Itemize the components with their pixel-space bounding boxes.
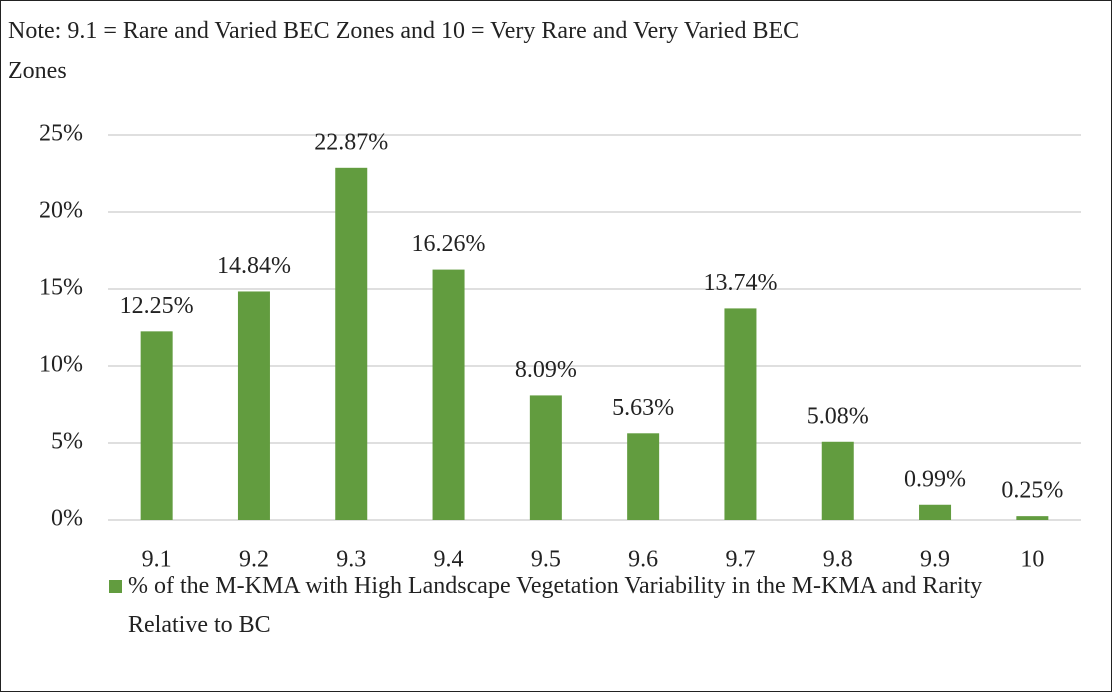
bar (821, 441, 854, 520)
bar (335, 167, 368, 520)
bar (724, 308, 757, 520)
data-label: 5.08% (807, 403, 869, 429)
data-label: 0.25% (1001, 478, 1063, 504)
x-tick-label: 9.7 (725, 547, 755, 573)
data-label: 0.99% (904, 466, 966, 492)
y-tick-label: 15% (39, 275, 83, 301)
x-tick-label: 9.3 (336, 547, 366, 573)
chart-title: Note: 9.1 = Rare and Varied BEC Zones an… (8, 18, 800, 84)
bar (237, 291, 270, 520)
data-label: 22.87% (314, 129, 388, 155)
data-label: 16.26% (412, 231, 486, 257)
y-tick-label: 10% (39, 352, 83, 378)
bar (432, 269, 465, 520)
y-tick-label: 20% (39, 198, 83, 224)
data-label: 14.84% (217, 253, 291, 279)
bar (1016, 516, 1049, 520)
legend-swatch (109, 580, 122, 593)
data-label: 13.74% (703, 270, 777, 296)
x-tick-label: 9.5 (531, 547, 561, 573)
y-tick-label: 5% (51, 429, 83, 455)
x-tick-label: 9.4 (434, 547, 464, 573)
x-tick-label: 9.8 (823, 547, 853, 573)
bar (627, 433, 660, 520)
legend: % of the M-KMA with High Landscape Veget… (109, 567, 1049, 645)
y-tick-label: 0% (51, 506, 83, 532)
x-tick-label: 9.6 (628, 547, 658, 573)
x-tick-label: 10 (1020, 547, 1044, 573)
data-label: 5.63% (612, 395, 674, 421)
bar (919, 504, 952, 520)
data-label: 12.25% (120, 293, 194, 319)
bar (529, 395, 562, 520)
x-tick-label: 9.9 (920, 547, 950, 573)
bar (140, 331, 173, 520)
y-tick-label: 25% (39, 121, 83, 147)
x-tick-label: 9.2 (239, 547, 269, 573)
x-tick-label: 9.1 (142, 547, 172, 573)
data-label: 8.09% (515, 357, 577, 383)
legend-label: % of the M-KMA with High Landscape Veget… (128, 573, 983, 638)
